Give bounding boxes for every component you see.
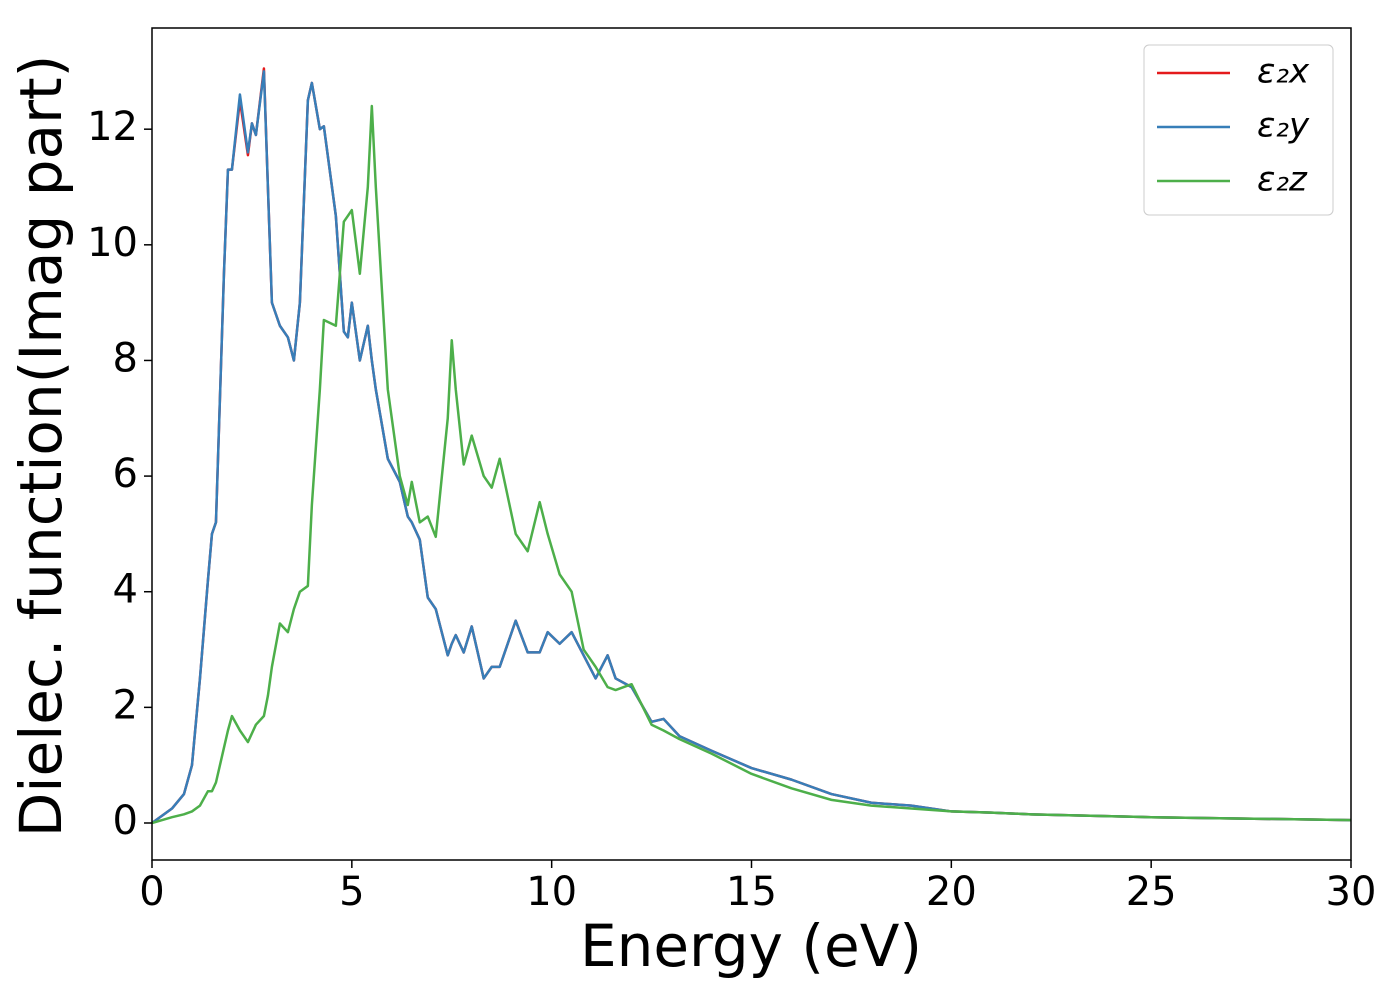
y-tick-label: 0 <box>113 798 138 844</box>
x-tick-label: 0 <box>139 869 164 915</box>
y-tick-label: 6 <box>113 451 138 497</box>
y-tick-label: 12 <box>87 104 138 150</box>
x-tick-label: 25 <box>1126 869 1177 915</box>
y-tick-label: 2 <box>113 682 138 728</box>
x-tick-label: 10 <box>526 869 577 915</box>
data-line <box>152 104 1351 825</box>
x-tick-label: 20 <box>926 869 977 915</box>
y-tick-label: 8 <box>113 335 138 381</box>
legend-label: ε₂y <box>1257 106 1310 146</box>
y-tick-label: 4 <box>113 567 138 613</box>
x-tick-label: 15 <box>726 869 777 915</box>
x-tick-label: 30 <box>1326 869 1377 915</box>
legend-label: ε₂z <box>1257 160 1308 200</box>
x-axis-label: Energy (eV) <box>580 912 922 980</box>
x-tick-label: 5 <box>339 869 364 915</box>
y-axis-label: Dielec. function(Imag part) <box>7 55 75 838</box>
legend-box <box>1143 44 1334 216</box>
plot-frame <box>151 27 1352 861</box>
y-tick-label: 10 <box>87 220 138 266</box>
data-line <box>152 70 1351 825</box>
legend-label: ε₂x <box>1257 52 1310 92</box>
